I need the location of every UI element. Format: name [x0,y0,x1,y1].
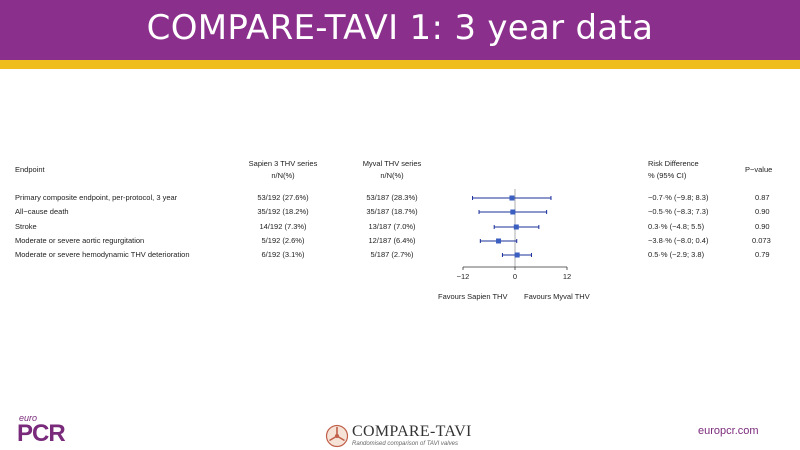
row-endpoint: Moderate or severe hemodynamic THV deter… [15,250,190,259]
row-p-value: 0.87 [755,193,770,202]
europcr-logo-euro: euro [19,413,38,423]
title-bar: COMPARE-TAVI 1: 3 year data [0,0,800,60]
col-header-rd-line1: Risk Difference [648,159,699,168]
x-tick-label: 0 [513,272,517,281]
row-endpoint: Primary composite endpoint, per-protocol… [15,193,178,202]
row-endpoint: Stroke [15,222,37,231]
col-header-myval-line2: n/N(%) [380,171,404,180]
estimate-marker [513,224,519,230]
row-sapien-value: 14/192 (7.3%) [259,222,307,231]
estimate-marker [496,238,502,244]
row-p-value: 0.073 [752,236,771,245]
row-p-value: 0.90 [755,222,770,231]
row-myval-value: 5/187 (2.7%) [370,250,414,259]
row-myval-value: 12/187 (6.4%) [368,236,416,245]
col-header-endpoint: Endpoint [15,165,45,174]
row-risk-difference: −0.7·% (−9.8; 8.3) [648,193,709,202]
website-link[interactable]: europcr.com [698,425,759,437]
forest-plot: −12 0 12 [457,189,571,281]
col-header-sapien: Sapien 3 THV series n/N(%) [228,158,338,182]
row-sapien-value: 53/192 (27.6%) [257,193,309,202]
row-p-value: 0.79 [755,250,770,259]
europcr-logo-pcr: PCR [17,420,66,447]
row-myval-value: 13/187 (7.0%) [368,222,416,231]
col-header-sapien-line1: Sapien 3 THV series [248,159,318,168]
col-header-risk-difference: Risk Difference % (95% CI) [648,158,699,182]
row-endpoint: Moderate or severe aortic regurgitation [15,236,145,245]
x-tick-label: −12 [457,272,470,281]
estimate-marker [510,209,516,215]
estimate-marker [509,195,515,201]
col-header-myval-line1: Myval THV series [362,159,422,168]
favours-right-label: Favours Myval THV [524,292,590,301]
row-myval-value: 35/187 (18.7%) [366,207,418,216]
row-sapien-value: 35/192 (18.2%) [257,207,309,216]
col-header-sapien-line2: n/N(%) [271,171,295,180]
row-sapien-value: 6/192 (3.1%) [261,250,305,259]
x-tick-label: 12 [563,272,571,281]
row-risk-difference: 0.5·% (−2.9; 3.8) [648,250,705,259]
row-risk-difference: −3.8·% (−8.0; 0.4) [648,236,709,245]
col-header-p-value: P−value [745,165,773,174]
compare-tavi-emblem-icon [325,424,349,448]
row-p-value: 0.90 [755,207,770,216]
row-risk-difference: −0.5·% (−8.3; 7.3) [648,207,709,216]
compare-tavi-name: COMPARE-TAVI [352,423,472,440]
favours-left-label: Favours Sapien THV [438,292,508,301]
col-header-myval: Myval THV series n/N(%) [337,158,447,182]
slide-title: COMPARE-TAVI 1: 3 year data [146,8,654,48]
row-sapien-value: 5/192 (2.6%) [261,236,305,245]
col-header-rd-line2: % (95% CI) [648,171,687,180]
estimate-marker [514,252,520,258]
row-endpoint: All−cause death [15,207,69,216]
row-risk-difference: 0.3·% (−4.8; 5.5) [648,222,705,231]
row-myval-value: 53/187 (28.3%) [366,193,418,202]
title-accent-bar [0,60,800,69]
compare-tavi-tagline: Randomised comparison of TAVI valves [352,441,458,447]
